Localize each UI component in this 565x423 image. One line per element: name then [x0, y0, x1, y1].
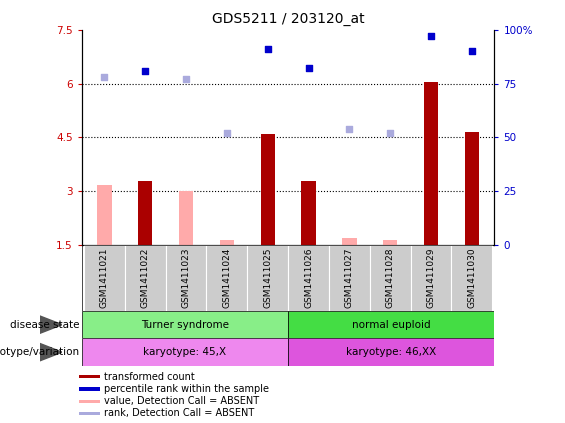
Bar [288, 245, 329, 311]
Point [386, 130, 395, 137]
Point [181, 76, 190, 82]
Polygon shape [40, 316, 62, 333]
Text: GSM1411028: GSM1411028 [386, 248, 395, 308]
Bar [79, 400, 99, 403]
Bar [166, 245, 206, 311]
Bar [411, 245, 451, 311]
Bar [465, 132, 479, 245]
Text: karyotype: 46,XX: karyotype: 46,XX [346, 347, 436, 357]
Text: GSM1411027: GSM1411027 [345, 248, 354, 308]
Bar [125, 245, 166, 311]
Bar [370, 245, 411, 311]
Bar [97, 185, 111, 245]
Bar [288, 338, 494, 366]
Text: GSM1411023: GSM1411023 [181, 248, 190, 308]
Point [467, 48, 476, 55]
Text: karyotype: 45,X: karyotype: 45,X [144, 347, 227, 357]
Text: disease state: disease state [10, 320, 79, 330]
Text: GSM1411030: GSM1411030 [467, 248, 476, 308]
Text: GSM1411029: GSM1411029 [427, 248, 436, 308]
Text: GSM1411024: GSM1411024 [223, 248, 232, 308]
Bar [82, 311, 288, 338]
Point [223, 130, 232, 137]
Bar [342, 238, 357, 245]
Text: genotype/variation: genotype/variation [0, 347, 79, 357]
Text: percentile rank within the sample: percentile rank within the sample [104, 384, 269, 394]
Text: normal euploid: normal euploid [352, 320, 431, 330]
Bar [247, 245, 288, 311]
Text: transformed count: transformed count [104, 372, 194, 382]
Bar [220, 240, 234, 245]
Bar [138, 181, 153, 245]
Text: GSM1411025: GSM1411025 [263, 248, 272, 308]
Text: GSM1411026: GSM1411026 [304, 248, 313, 308]
Bar [451, 245, 492, 311]
Bar [79, 387, 99, 390]
Bar [329, 245, 370, 311]
Text: GSM1411022: GSM1411022 [141, 248, 150, 308]
Bar [288, 311, 494, 338]
Text: Turner syndrome: Turner syndrome [141, 320, 229, 330]
Text: GSM1411021: GSM1411021 [100, 248, 109, 308]
Text: rank, Detection Call = ABSENT: rank, Detection Call = ABSENT [104, 408, 254, 418]
Polygon shape [40, 343, 62, 361]
Bar [84, 245, 125, 311]
Point [427, 33, 436, 39]
Text: value, Detection Call = ABSENT: value, Detection Call = ABSENT [104, 396, 259, 406]
Point [345, 126, 354, 132]
Bar [79, 375, 99, 379]
Bar [301, 181, 316, 245]
Point [304, 65, 313, 72]
Bar [383, 240, 397, 245]
Bar [79, 412, 99, 415]
Title: GDS5211 / 203120_at: GDS5211 / 203120_at [212, 12, 364, 26]
Point [100, 74, 109, 80]
Bar [206, 245, 247, 311]
Bar [82, 338, 288, 366]
Point [141, 67, 150, 74]
Point [263, 46, 272, 52]
Bar [179, 191, 193, 245]
Bar [424, 82, 438, 245]
Bar [260, 134, 275, 245]
